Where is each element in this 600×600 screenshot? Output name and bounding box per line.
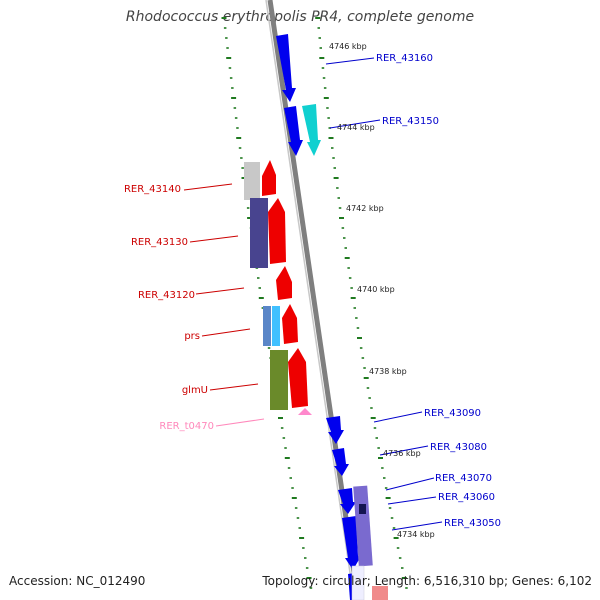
gene-rer-43130[interactable] [268,198,286,264]
gene-glmu[interactable] [288,348,308,408]
scale-labels: 4746 kbp 4744 kbp 4742 kbp 4740 kbp 4738… [329,42,435,539]
gene-rer-43140[interactable] [262,160,276,196]
reverse-strand-genes [262,160,308,408]
gene-grey-reverse[interactable] [244,162,260,200]
gene-rer-43080[interactable] [332,448,349,476]
scale-label: 4742 kbp [346,204,384,213]
gene-lightblue-reverse[interactable] [272,306,280,346]
leader-rer-43150 [329,119,381,129]
leader-rer-43060 [387,496,437,505]
gene-salmon-forward[interactable] [372,586,388,600]
inner-tick-track [221,17,313,589]
gene-dark-block [359,504,366,514]
gene-label-rer-43070[interactable]: RER_43070 [435,473,492,484]
gene-labels-right: RER_43160 RER_43150 RER_43090 RER_43080 … [376,53,501,529]
gene-cyan-forward[interactable] [302,104,321,156]
leader-rer-43080 [379,445,429,456]
gene-purple-forward[interactable] [353,485,373,567]
leader-rer-43120 [195,287,245,295]
scale-label: 4744 kbp [337,123,375,132]
outer-tick-track [315,17,408,589]
scale-label: 4740 kbp [357,285,395,294]
gene-label-rer-t0470[interactable]: RER_t0470 [159,421,214,432]
gene-labels-left: RER_43140 RER_43130 RER_43120 prs glmU R… [124,184,214,432]
gene-white-forward[interactable] [351,565,365,600]
gene-label-rer-43140[interactable]: RER_43140 [124,184,181,195]
gene-label-rer-43150[interactable]: RER_43150 [382,116,439,127]
leader-rer-43050 [391,521,443,531]
leader-rer-43160 [325,57,375,65]
scale-label: 4746 kbp [329,42,367,51]
gene-rer-t0470[interactable] [298,408,312,415]
leader-glmu [209,383,259,391]
gene-label-rer-43060[interactable]: RER_43060 [438,492,495,503]
gene-rer-43150[interactable] [284,106,303,156]
gene-label-prs[interactable]: prs [184,331,200,342]
backbone-highlight [265,0,355,600]
scale-label: 4736 kbp [383,449,421,458]
leader-prs [201,328,251,337]
gene-label-rer-43090[interactable]: RER_43090 [424,408,481,419]
gene-label-glmu[interactable]: glmU [182,385,208,396]
label-leaders [183,57,443,531]
leader-rer-43070 [385,477,435,491]
map-title: Rhodococcus erythropolis PR4, complete g… [125,9,475,25]
gene-olive-reverse[interactable] [270,350,288,410]
leader-rer-t0470 [215,418,265,427]
gene-label-rer-43160[interactable]: RER_43160 [376,53,433,64]
gene-darkblue-reverse[interactable] [250,198,268,268]
genome-summary-text: Topology: circular; Length: 6,516,310 bp… [262,574,592,588]
gene-rer-43070[interactable] [338,488,356,514]
scale-label: 4738 kbp [369,367,407,376]
leader-rer-43130 [189,235,239,243]
leader-rer-43090 [373,411,423,423]
gene-rer-43160[interactable] [276,34,296,102]
leader-rer-43140 [183,183,233,191]
gene-label-rer-43080[interactable]: RER_43080 [430,442,487,453]
gene-label-rer-43130[interactable]: RER_43130 [131,237,188,248]
gene-prs[interactable] [282,304,298,344]
gene-label-rer-43120[interactable]: RER_43120 [138,290,195,301]
gene-steelblue-reverse[interactable] [263,306,271,346]
accession-text: Accession: NC_012490 [9,574,146,588]
gene-rer-43090[interactable] [326,416,344,444]
scale-label: 4734 kbp [397,530,435,539]
gene-rer-43120[interactable] [276,266,292,300]
gene-label-rer-43050[interactable]: RER_43050 [444,518,501,529]
